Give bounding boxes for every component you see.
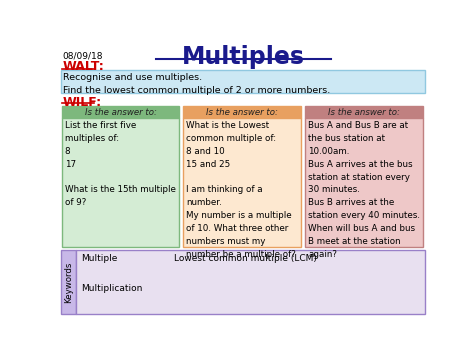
Text: Is the answer to:: Is the answer to: xyxy=(328,108,400,117)
Text: Bus A and Bus B are at
the bus station at
10.00am.
Bus A arrives at the bus
stat: Bus A and Bus B are at the bus station a… xyxy=(308,121,420,259)
Text: Multiples: Multiples xyxy=(182,45,304,69)
Text: Is the answer to:: Is the answer to: xyxy=(206,108,278,117)
Text: Is the answer to:: Is the answer to: xyxy=(84,108,156,117)
Text: Multiple

Multiplication: Multiple Multiplication xyxy=(81,254,142,293)
Text: Keywords: Keywords xyxy=(64,261,73,303)
FancyBboxPatch shape xyxy=(305,106,423,118)
Text: WILF:: WILF: xyxy=(63,96,101,109)
FancyBboxPatch shape xyxy=(61,250,76,315)
FancyBboxPatch shape xyxy=(61,70,425,93)
Text: Lowest common multiple (LCM): Lowest common multiple (LCM) xyxy=(174,254,317,263)
FancyBboxPatch shape xyxy=(183,118,301,247)
Text: List the first five
multiples of:
8
17

What is the 15th multiple
of 9?: List the first five multiples of: 8 17 W… xyxy=(64,121,175,207)
FancyBboxPatch shape xyxy=(62,106,179,118)
Text: Recognise and use multiples.
Find the lowest common multiple of 2 or more number: Recognise and use multiples. Find the lo… xyxy=(63,73,330,95)
FancyBboxPatch shape xyxy=(305,118,423,247)
Text: WALT:: WALT: xyxy=(63,60,104,73)
FancyBboxPatch shape xyxy=(183,106,301,118)
Text: What is the Lowest
common multiple of:
8 and 10
15 and 25

I am thinking of a
nu: What is the Lowest common multiple of: 8… xyxy=(186,121,296,259)
Text: 08/09/18: 08/09/18 xyxy=(63,51,103,60)
FancyBboxPatch shape xyxy=(62,118,179,247)
FancyBboxPatch shape xyxy=(76,250,425,315)
